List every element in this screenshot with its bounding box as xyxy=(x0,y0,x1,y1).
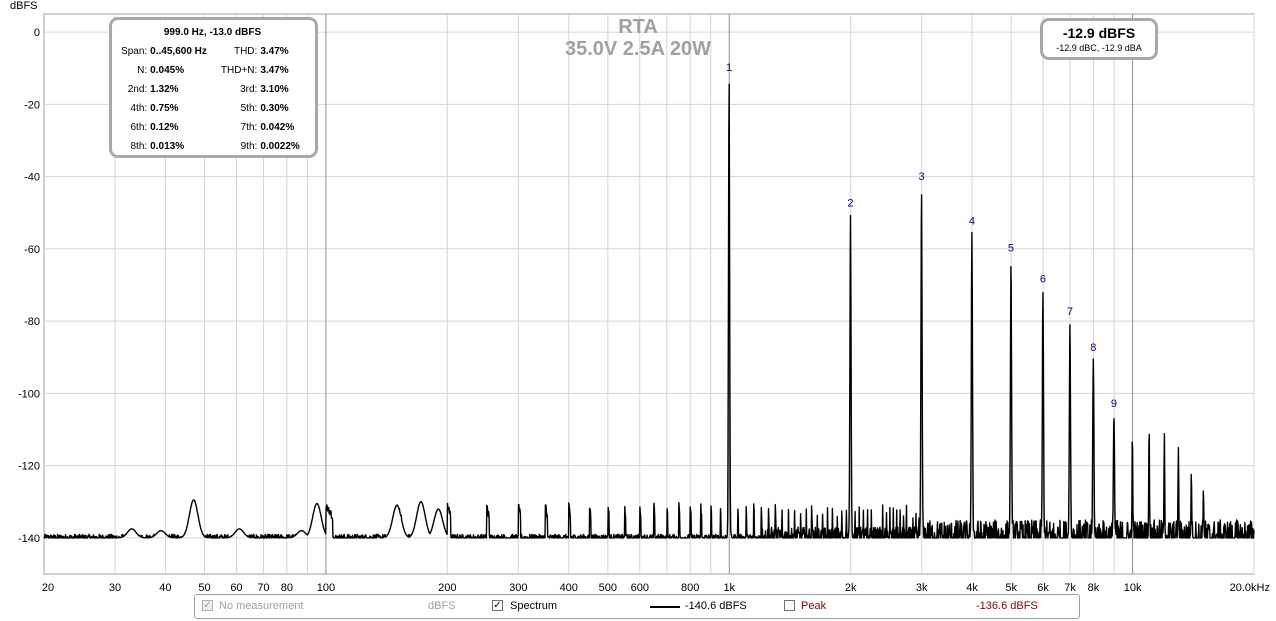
x-tick-label: 100 xyxy=(317,582,335,594)
distortion-value: 0.045% xyxy=(150,65,185,76)
x-tick-label: 500 xyxy=(599,582,617,594)
distortion-label: 8th: xyxy=(130,141,148,152)
distortion-value: 3.10% xyxy=(260,84,289,95)
x-tick-label: 50 xyxy=(198,582,210,594)
x-tick-label: 3k xyxy=(916,582,928,594)
distortion-row: N: 0.045% THD+N: 3.47% xyxy=(116,61,309,80)
x-axis: 20 30 40 50 60 70 80 100 200 300 400 500 600 800 1k 2k 3… xyxy=(42,582,1270,594)
distortion-row: 8th: 0.013% 9th: 0.0022% xyxy=(116,137,309,156)
chart-subtitle: 35.0V 2.5A 20W xyxy=(565,38,711,60)
peak-label: Peak xyxy=(801,600,827,612)
x-tick-label: 20 xyxy=(42,582,54,594)
harmonic-label: 8 xyxy=(1090,342,1096,354)
x-tick-label: 4k xyxy=(966,582,978,594)
harmonic-label: 2 xyxy=(847,198,853,210)
spectrum-label: Spectrum xyxy=(510,600,558,612)
y-tick-label: -40 xyxy=(24,172,40,184)
harmonic-label: 3 xyxy=(918,171,924,183)
x-tick-label: 400 xyxy=(560,582,578,594)
y-tick-label: -140 xyxy=(18,533,40,545)
distortion-value: 0..45,600 Hz xyxy=(150,46,207,57)
x-tick-label: 600 xyxy=(631,582,649,594)
harmonic-label: 9 xyxy=(1111,398,1117,410)
distortion-label: 6th: xyxy=(130,122,148,133)
y-axis: 0 -20 -40 -60 -80 -100 -120 -140 xyxy=(18,27,40,545)
spectrum-trace xyxy=(43,83,1255,539)
level-main: -12.9 dBFS xyxy=(1062,25,1136,41)
peak-value: -136.6 dBFS xyxy=(976,600,1038,612)
distortion-value: 0.0022% xyxy=(260,141,300,152)
x-tick-label: 200 xyxy=(438,582,456,594)
distortion-panel: 999.0 Hz, -13.0 dBFS Span: 0..45,600 Hz TH… xyxy=(109,17,318,158)
x-tick-label: 20.0kHz xyxy=(1230,582,1270,594)
y-tick-label: -100 xyxy=(18,388,40,400)
distortion-value: 3.47% xyxy=(260,65,289,76)
distortion-label: 3rd: xyxy=(240,84,258,95)
distortion-label: 2nd: xyxy=(127,84,148,95)
no-measurement-unit: dBFS xyxy=(428,600,456,612)
no-measurement-label: No measurement xyxy=(219,600,304,612)
y-tick-label: -80 xyxy=(24,316,40,328)
x-tick-label: 70 xyxy=(257,582,269,594)
distortion-value: 1.32% xyxy=(150,84,179,95)
harmonic-label: 5 xyxy=(1008,243,1014,255)
distortion-label: 4th: xyxy=(130,103,148,114)
distortion-value: 0.042% xyxy=(260,122,295,133)
x-tick-label: 7k xyxy=(1064,582,1076,594)
distortion-row: 4th: 0.75% 5th: 0.30% xyxy=(116,99,309,118)
spectrum-checkbox[interactable]: ✓ xyxy=(492,600,503,611)
x-tick-label: 2k xyxy=(845,582,857,594)
harmonic-label: 7 xyxy=(1067,306,1073,318)
y-tick-label: 0 xyxy=(34,27,40,39)
distortion-value: 3.47% xyxy=(260,46,289,57)
harmonic-labels: 1 2 3 4 5 6 7 8 9 xyxy=(726,62,1117,410)
distortion-label: 9th: xyxy=(240,141,258,152)
x-tick-label: 1k xyxy=(723,582,735,594)
spectrum-swatch xyxy=(650,606,680,608)
level-panel: -12.9 dBFS -12.9 dBC, -12.9 dBA xyxy=(1040,18,1158,60)
harmonic-label: 4 xyxy=(969,216,975,228)
y-tick-label: -120 xyxy=(18,461,40,473)
distortion-label: N: xyxy=(137,65,148,76)
no-measurement-checkbox[interactable]: ✓ xyxy=(202,600,213,611)
distortion-label: Span: xyxy=(121,46,148,57)
distortion-value: 0.12% xyxy=(150,122,179,133)
chart-title: RTA xyxy=(618,16,658,38)
distortion-row: 6th: 0.12% 7th: 0.042% xyxy=(116,118,309,137)
distortion-header: 999.0 Hz, -13.0 dBFS xyxy=(163,27,262,38)
x-tick-label: 800 xyxy=(681,582,699,594)
x-tick-label: 8k xyxy=(1088,582,1100,594)
distortion-value: 0.013% xyxy=(150,141,185,152)
harmonic-label: 6 xyxy=(1040,273,1046,285)
harmonic-label: 1 xyxy=(726,62,732,74)
distortion-value: 0.30% xyxy=(260,103,289,114)
spectrum-value: -140.6 dBFS xyxy=(685,600,747,612)
x-tick-label: 30 xyxy=(109,582,121,594)
peak-checkbox[interactable] xyxy=(784,600,795,611)
distortion-label: THD+N: xyxy=(220,65,258,76)
distortion-row: Span: 0..45,600 Hz THD: 3.47% xyxy=(116,42,309,61)
distortion-row: 2nd: 1.32% 3rd: 3.10% xyxy=(116,80,309,99)
x-tick-label: 5k xyxy=(1005,582,1017,594)
x-tick-label: 60 xyxy=(230,582,242,594)
level-weighted: -12.9 dBC, -12.9 dBA xyxy=(1056,43,1142,53)
distortion-label: 5th: xyxy=(240,103,258,114)
distortion-value: 0.75% xyxy=(150,103,179,114)
distortion-label: 7th: xyxy=(240,122,258,133)
legend-bar: ✓ No measurement dBFS ✓ Spectrum -140.6 … xyxy=(194,594,1080,619)
x-tick-label: 6k xyxy=(1037,582,1049,594)
x-tick-label: 300 xyxy=(509,582,527,594)
y-axis-label: dBFS xyxy=(10,0,38,12)
x-tick-label: 80 xyxy=(281,582,293,594)
x-tick-label: 10k xyxy=(1124,582,1142,594)
distortion-label: THD: xyxy=(233,46,258,57)
y-tick-label: -20 xyxy=(24,99,40,111)
y-tick-label: -60 xyxy=(24,244,40,256)
x-tick-label: 40 xyxy=(159,582,171,594)
